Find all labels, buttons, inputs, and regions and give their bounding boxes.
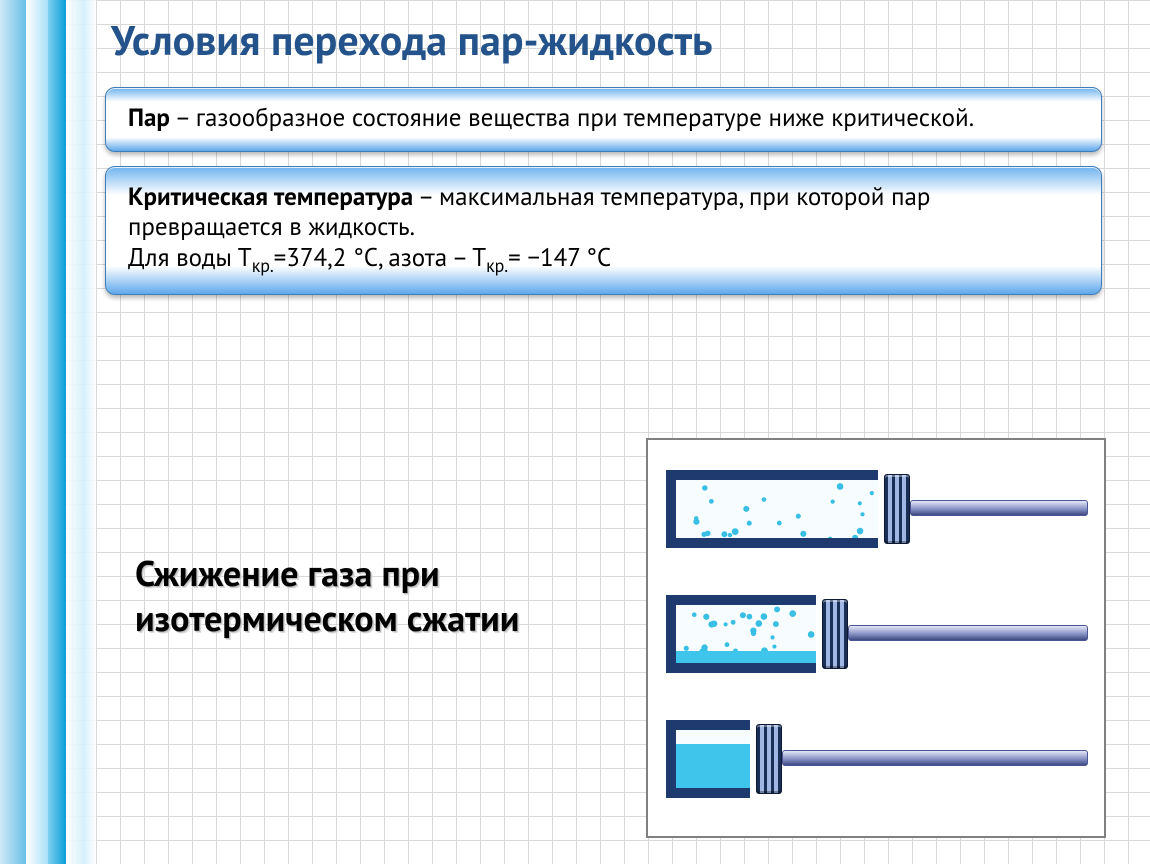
piston-rod-icon <box>848 625 1088 641</box>
cylinder-chamber <box>666 470 878 548</box>
slide-title: Условия перехода пар-жидкость <box>105 10 1132 79</box>
content-area: Условия перехода пар-жидкость Пар – газо… <box>105 10 1132 854</box>
piston-rod-icon <box>910 500 1088 516</box>
cylinder-2 <box>662 589 1090 693</box>
piston-icon <box>756 724 782 794</box>
slide: Условия перехода пар-жидкость Пар – газо… <box>0 0 1150 864</box>
piston-rod-icon <box>782 750 1088 766</box>
cylinder-chamber <box>666 595 816 673</box>
cylinder-chamber <box>666 720 750 798</box>
cylinder-3 <box>662 714 1090 818</box>
decorative-left-band <box>0 0 96 864</box>
compression-diagram <box>646 438 1106 838</box>
definition-panel-critical-temp: Критическая температура – максимальная т… <box>105 166 1102 296</box>
diagram-caption: Сжижение газа при изотермическом сжатии <box>135 550 655 640</box>
liquid-level <box>676 651 816 663</box>
liquid-level <box>676 744 750 788</box>
definition-panel-vapor: Пар – газообразное состояние вещества пр… <box>105 87 1102 152</box>
cylinder-1 <box>662 464 1090 568</box>
piston-icon <box>884 474 910 544</box>
piston-icon <box>822 599 848 669</box>
gas-particles-icon <box>676 480 878 538</box>
